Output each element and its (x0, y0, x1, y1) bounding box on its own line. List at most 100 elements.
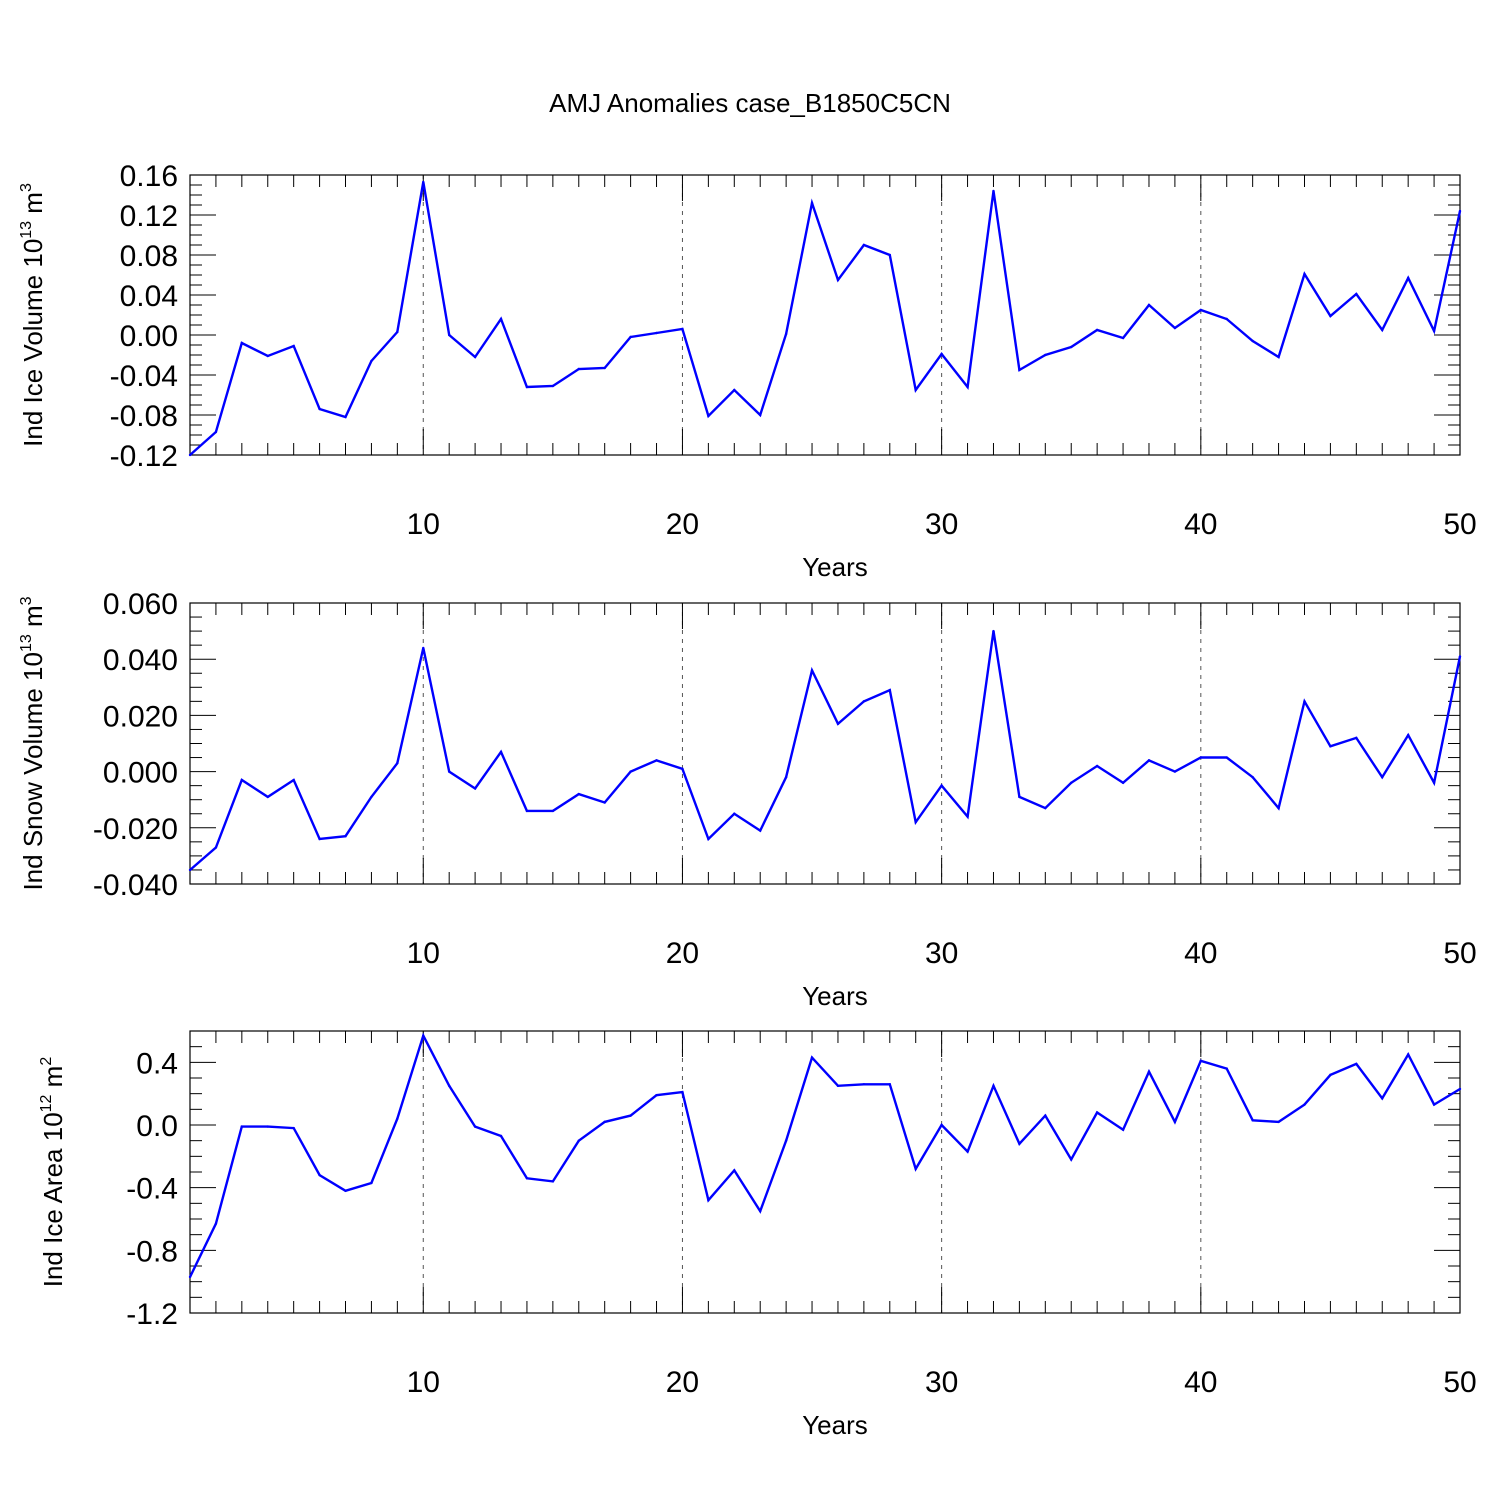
data-point (1173, 326, 1177, 330)
data-point (992, 629, 995, 633)
panels-container: 0.16 0.12 0.08 0.04 0.00 -0.04 -0.08 -0.12 10 20 3… (18, 160, 1477, 1440)
y-axis-label: Ind Snow Volume 1013 m3 (18, 596, 48, 890)
x-axis-label: Years (802, 552, 868, 582)
data-point (447, 1084, 451, 1088)
data-point (1458, 655, 1462, 658)
y-tick-label: 0.04 (120, 280, 178, 313)
x-axis-label: Years (802, 1410, 868, 1440)
data-point (862, 700, 866, 703)
x-tick-label: 30 (925, 937, 958, 970)
data-point (629, 770, 632, 773)
data-point (992, 1084, 995, 1088)
data-point (1121, 781, 1125, 785)
data-point (1018, 1142, 1021, 1146)
y-tick-label: 0.16 (120, 160, 178, 193)
y-tick-label: -0.08 (110, 400, 178, 433)
data-point (240, 341, 244, 345)
series-line (188, 1032, 1461, 1278)
data-point (292, 344, 295, 348)
plot-frame (189, 174, 1461, 456)
panel-3: 0.4 0.0 -0.4 -0.8 -1.2 10 20 30 40 50 Years Ind Ice… (38, 1030, 1477, 1440)
data-point (1355, 292, 1358, 296)
series-line (189, 181, 1462, 456)
data-point (551, 384, 555, 388)
data-point (1018, 795, 1021, 799)
data-point (499, 317, 503, 321)
data-point (447, 333, 451, 337)
data-point (1251, 776, 1254, 779)
data-point (318, 837, 321, 841)
data-point (1355, 1062, 1358, 1066)
y-tick-label: -0.040 (93, 869, 178, 902)
y-tick-label: 0.040 (103, 644, 178, 677)
x-tick-label: 50 (1443, 937, 1476, 970)
data-point (1406, 1053, 1410, 1056)
x-axis-label: Years (802, 981, 868, 1011)
data-point (966, 385, 969, 389)
x-tick-label: 30 (925, 508, 958, 541)
x-tick-label: 10 (407, 508, 440, 541)
data-point (214, 1222, 218, 1225)
data-point (1173, 770, 1177, 773)
data-point (1147, 303, 1151, 307)
y-tick-label: -0.8 (126, 1235, 178, 1268)
data-point (1329, 745, 1332, 748)
x-tick-label: 20 (666, 937, 699, 970)
series-line (189, 630, 1462, 871)
y-tick-label: 0.4 (136, 1047, 178, 1080)
data-point (862, 1083, 866, 1086)
plot-frame (189, 1030, 1461, 1314)
x-tick-label: 40 (1184, 508, 1217, 541)
data-point (499, 750, 503, 754)
data-point (681, 1090, 684, 1094)
data-point (551, 809, 555, 813)
data-point (966, 1150, 969, 1153)
data-point (396, 1117, 399, 1120)
data-point (370, 1181, 373, 1185)
data-point (473, 1125, 477, 1128)
data-point (422, 646, 425, 650)
data-point (318, 1173, 321, 1177)
y-tick-label: -0.020 (93, 813, 178, 846)
data-point (344, 1189, 347, 1193)
data-point (525, 809, 529, 813)
data-point (1355, 736, 1358, 740)
data-point (836, 1084, 840, 1088)
data-point (1381, 328, 1384, 332)
data-point (966, 815, 969, 818)
data-point (629, 1114, 632, 1117)
data-point (396, 330, 399, 334)
data-point (707, 1199, 710, 1202)
data-point (1303, 700, 1306, 703)
data-point (551, 1180, 555, 1183)
data-point (655, 331, 658, 335)
data-point (1381, 776, 1384, 779)
data-point (473, 355, 477, 359)
data-point (396, 761, 399, 765)
data-point (914, 388, 917, 392)
x-tick-label: 50 (1443, 1366, 1476, 1399)
data-point (1303, 1103, 1306, 1106)
y-tick-label: 0.0 (136, 1110, 178, 1143)
data-point (784, 776, 788, 779)
data-point (1225, 317, 1228, 321)
data-point (603, 366, 606, 370)
data-point (1018, 368, 1021, 372)
data-point (1199, 756, 1203, 759)
data-point (344, 835, 347, 838)
data-point (681, 327, 684, 331)
data-point (577, 367, 580, 371)
y-tick-label: -1.2 (126, 1298, 178, 1331)
data-point (1044, 806, 1047, 810)
data-point (1432, 781, 1436, 785)
data-point (266, 354, 269, 358)
data-point (759, 413, 762, 417)
data-point (1251, 1119, 1254, 1122)
data-point (888, 253, 891, 257)
data-point (1381, 1097, 1384, 1100)
data-point (473, 787, 477, 790)
y-tick-label: 0.000 (103, 757, 178, 790)
data-point (214, 430, 218, 434)
data-point (447, 770, 451, 773)
